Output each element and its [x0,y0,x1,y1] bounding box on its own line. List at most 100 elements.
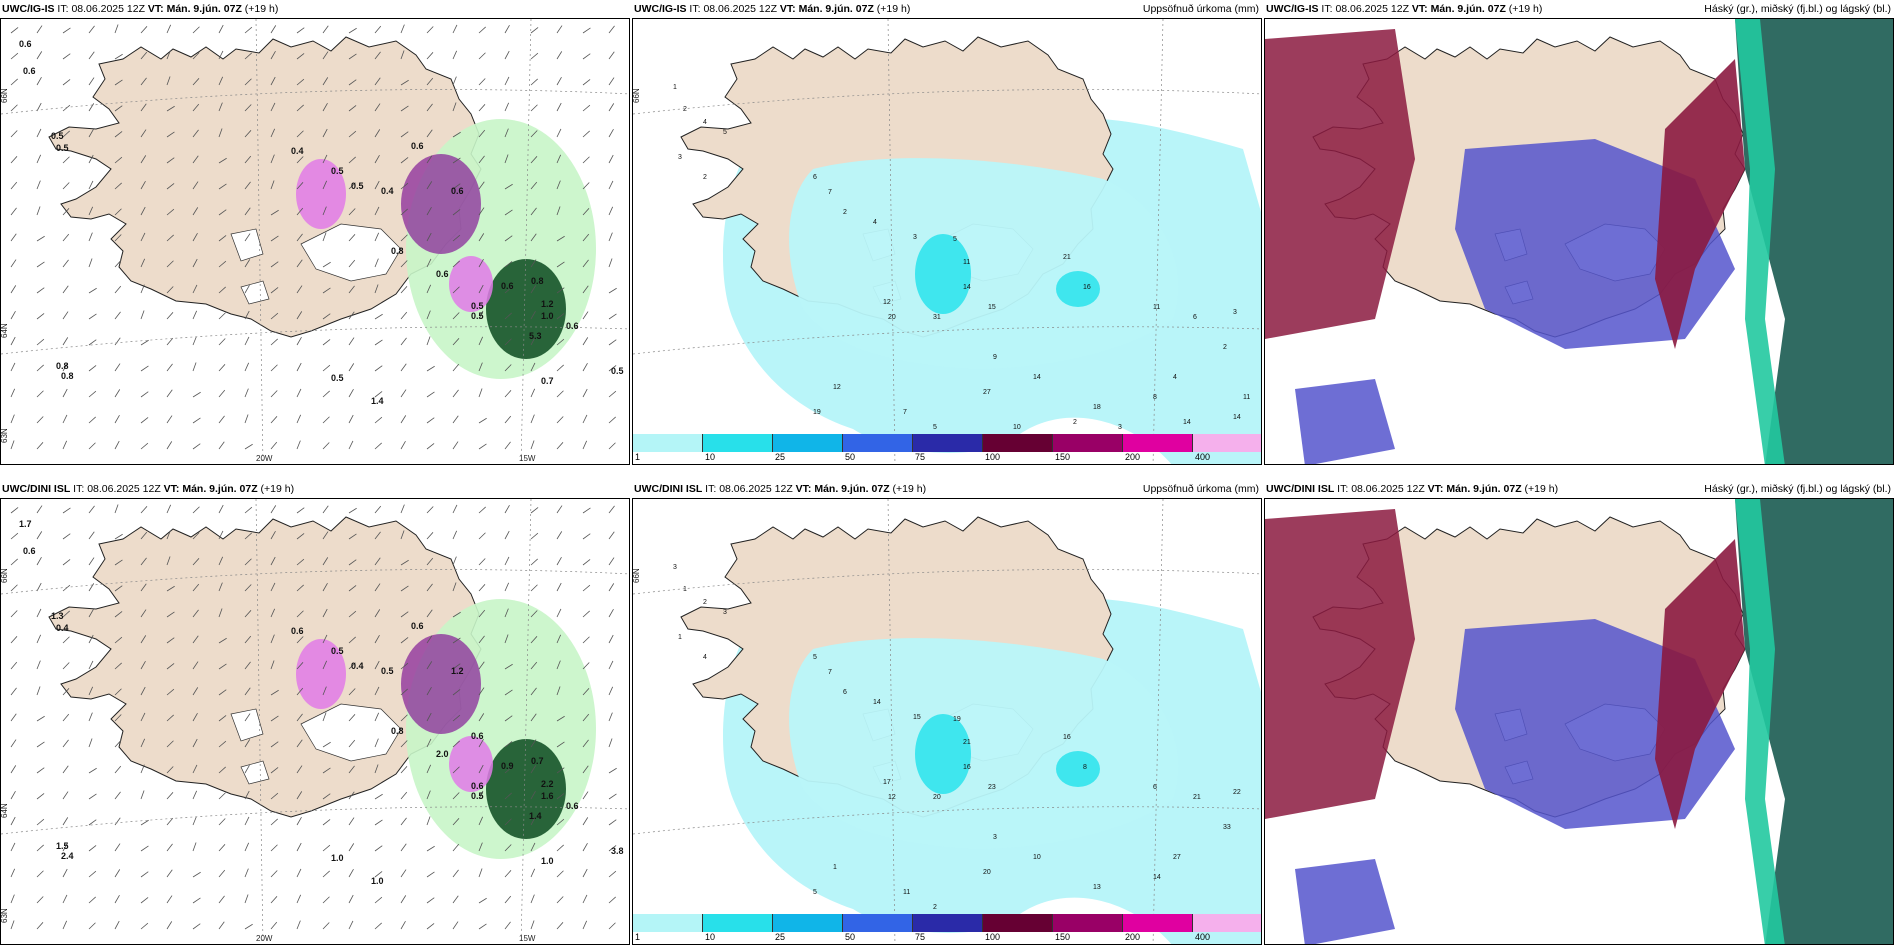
wind-barb [10,894,15,904]
field-title: Háský (gr.), miðský (fj.bl.) og lágský (… [1704,3,1891,15]
wind-barb [218,556,224,566]
wind-barb [530,661,538,670]
wind-barb [452,209,461,216]
wind-barb [36,313,45,320]
wind-barb [426,609,433,618]
wind-barb [322,870,330,878]
wind-barb [166,24,172,34]
wind-barb [504,921,511,930]
value-label: 0.6 [436,269,449,279]
wind-barb [348,869,354,878]
map[interactable] [1264,498,1894,945]
wind-barb [36,715,45,722]
wind-barb [608,442,616,450]
wind-barb [582,662,590,670]
wind-barb [218,50,224,60]
wind-barb [374,442,382,450]
langjokull-outline [230,708,264,742]
wind-barb [192,336,197,346]
wind-barb [504,818,512,826]
wind-barb [504,415,512,424]
map[interactable] [1264,18,1894,465]
wind-barb [452,689,461,696]
value-label: 11 [1243,394,1250,401]
wind-barb [192,417,201,424]
wind-barb [452,441,459,450]
colorbar-segment [1053,434,1123,452]
wind-barb [140,661,146,670]
wind-barb [504,741,513,748]
value-label: 8 [1153,394,1157,401]
wind-barb [582,156,590,164]
wind-barb [192,258,198,268]
wind-barb [10,558,18,566]
map[interactable]: 1 2 4 5 3 2 6 7 2 4 3 5 11 14 12 20 31 15 21 16 11 6 3 2 4 8 18 14 2… [632,18,1262,465]
wind-barb [62,920,68,930]
axis-labels: 66N [633,568,641,583]
wind-barb [348,559,357,566]
wind-barb [114,662,122,670]
panel-title: UWC/IG-IS IT: 08.06.2025 12Z VT: Mán. 9.… [632,0,1262,18]
value-label: 4 [703,654,707,661]
it-label: IT: [1321,3,1333,15]
wind-barb [426,310,431,320]
colorbar-segment [633,434,703,452]
wind-barb [504,154,509,164]
wind-barb [140,764,145,774]
wind-barb [504,364,512,372]
wind-barb [452,792,460,800]
icing-area [449,736,493,792]
latitude-line [1,569,629,595]
wind-barb [530,285,537,294]
map[interactable]: 0.6 0.6 0.5 0.5 0.6 0.4 0.5 0.5 0.4 0.6 0.8 0.6 0.5 0… [0,18,630,465]
wind-barb [322,583,328,592]
panel-title: UWC/IG-IS IT: 08.06.2025 12Z VT: Mán. 9.… [0,0,630,18]
wind-barb [140,506,148,514]
wind-barb [608,557,615,566]
wind-barb [114,182,122,190]
wind-barb [218,504,224,514]
wind-barb [114,415,120,424]
wind-barb [608,129,614,138]
value-label: 16 [1083,284,1091,291]
wind-barb [374,206,380,216]
wind-barb [192,871,201,878]
wind-barb [530,259,537,268]
mid-cloud-area [1655,59,1745,349]
wind-barb [322,531,329,540]
wind-barb [400,766,408,774]
wind-barb [530,713,537,722]
wind-barb [530,816,536,826]
it-label: IT: [1337,483,1349,495]
wind-barb [140,206,146,216]
map[interactable]: 3 1 2 3 1 4 5 7 6 14 15 19 21 16 17 12 20 23 16 8 6 21 22 33 27 1… [632,498,1262,945]
wind-barb [244,414,249,424]
colorbar-tick-label: 50 [845,932,856,942]
wind-barb [218,818,226,826]
map[interactable]: 1.7 0.6 1.3 0.4 0.6 0.6 0.5 0.4 0.5 1.2 0.8 2.0 0.5 0… [0,498,630,945]
wind-barb [556,505,563,514]
wind-barb [192,842,197,852]
wind-barb [114,920,120,930]
value-label: 8 [1083,764,1087,771]
wind-barb [582,533,591,540]
wind-barb [348,414,354,424]
wind-barb [530,27,539,34]
wind-barb [166,337,174,346]
wind-barb [530,791,536,800]
icing-area [296,639,346,709]
wind-barb [608,25,615,34]
latitude-line [633,806,1261,835]
wind-barb [608,232,613,242]
colorbar-segment [703,434,773,452]
wind-barb [62,559,71,566]
wind-barb [244,233,251,242]
wind-barb [88,206,94,216]
colorbar-tick-label: 75 [915,452,926,462]
value-label: 3 [1118,424,1122,431]
wind-barb [62,79,71,86]
wind-barb [296,558,305,566]
colorbar-tick-label: 10 [705,452,716,462]
wind-barb [166,556,171,566]
